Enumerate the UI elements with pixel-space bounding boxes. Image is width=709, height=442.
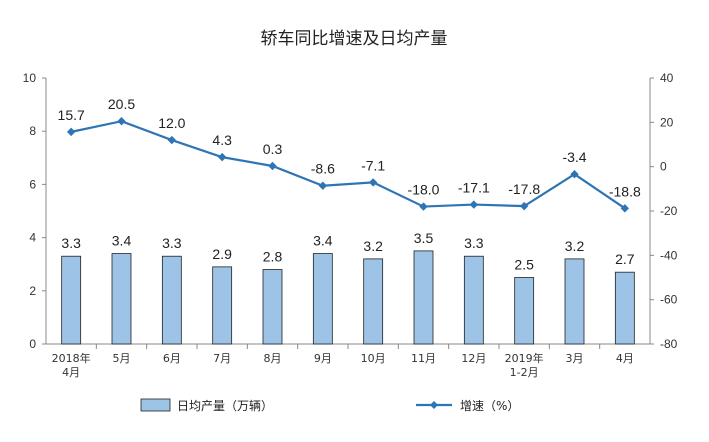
line-data-label: -3.4	[562, 149, 586, 165]
line-data-label: -7.1	[361, 157, 385, 173]
left-tick-label: 10	[23, 71, 37, 85]
legend-bar-label: 日均产量（万辆）	[177, 399, 273, 413]
line-point	[368, 178, 378, 187]
line-data-label: 15.7	[58, 107, 85, 123]
right-tick-label: 20	[660, 115, 674, 129]
left-tick-label: 8	[29, 124, 36, 138]
legend-line-label: 增速（%）	[460, 399, 519, 413]
legend-bar-swatch	[140, 398, 171, 412]
bar-data-label: 2.8	[263, 249, 283, 265]
right-tick-label: -60	[660, 293, 678, 307]
bar-data-label: 3.2	[363, 238, 383, 254]
x-tick-label: 4月	[62, 366, 80, 379]
bar	[161, 255, 182, 345]
x-tick-label: 11月	[411, 352, 436, 365]
left-tick-label: 2	[29, 284, 36, 298]
growth-line-path	[70, 120, 626, 210]
x-tick-label: 7月	[213, 352, 231, 365]
bar-data-label: 3.3	[464, 235, 484, 251]
bar	[514, 277, 535, 345]
x-tick-label: 3月	[566, 352, 584, 365]
line-point	[620, 204, 630, 213]
bar-data-label: 3.4	[313, 233, 333, 249]
x-tick-label: 8月	[264, 352, 282, 365]
line-data-label: -8.6	[311, 161, 335, 177]
x-tick-label: 1-2月	[510, 366, 539, 379]
left-tick-label: 4	[29, 231, 36, 245]
x-tick-label: 4月	[616, 352, 634, 365]
line-point	[519, 201, 529, 211]
bar	[463, 255, 484, 345]
line-data-label: 0.3	[263, 141, 283, 157]
bar-data-label: 2.5	[514, 257, 534, 273]
line-point	[469, 200, 479, 209]
line-point	[117, 117, 126, 126]
bar-data-label: 3.5	[414, 230, 434, 246]
x-tick-label: 6月	[163, 352, 181, 365]
chart-title: 轿车同比增速及日均产量	[261, 29, 448, 49]
bar	[212, 266, 233, 345]
line-data-label: -18.8	[609, 183, 641, 199]
line-point	[66, 127, 76, 137]
bar-data-label: 3.3	[162, 235, 182, 251]
bar	[312, 253, 333, 345]
line-point	[167, 135, 177, 145]
bar-data-label: 2.7	[615, 251, 635, 267]
bar	[564, 258, 585, 345]
x-tick-label: 10月	[361, 352, 386, 365]
right-tick-label: -40	[660, 248, 678, 262]
x-tick-label: 12月	[461, 352, 486, 365]
line-data-label: -17.1	[458, 180, 490, 196]
right-tick-label: 40	[660, 71, 674, 85]
line-data-label: 20.5	[108, 96, 135, 112]
line-point	[217, 152, 227, 162]
line-point	[268, 161, 277, 171]
line-data-label: 12.0	[158, 115, 185, 131]
bar	[614, 271, 635, 345]
line-point	[570, 170, 579, 179]
legend: 日均产量（万辆） 增速（%）	[140, 398, 519, 413]
x-tick-label: 5月	[113, 352, 131, 365]
legend-line-marker	[430, 401, 438, 409]
line-point	[318, 181, 328, 190]
bar	[111, 253, 132, 345]
growth-line: 15.7 20.5 12.0 4.3 0.3 -8.6 -7.1 -18.0 -17.1 -17.…	[58, 96, 641, 213]
bar-data-label: 3.3	[61, 235, 81, 251]
right-tick-label: -80	[660, 337, 678, 351]
bar	[262, 269, 283, 345]
left-tick-label: 0	[29, 337, 36, 351]
bars: 3.3 3.4 3.3 2.9 2.8 3.4 3.2 3.5 3.3 2.5 3.2 2.7	[61, 230, 635, 345]
line-data-label: -18.0	[408, 182, 440, 198]
right-tick-label: 0	[660, 160, 667, 174]
x-tick-label: 9月	[314, 352, 332, 365]
x-tick-label: 2018年	[52, 351, 91, 365]
x-tick-label: 2019年	[505, 351, 544, 365]
left-tick-label: 6	[29, 177, 36, 191]
bar-data-label: 3.2	[565, 238, 585, 254]
bar	[363, 258, 384, 345]
bar-data-label: 2.9	[212, 246, 232, 262]
line-data-label: -17.8	[508, 181, 540, 197]
bar-data-label: 3.4	[112, 233, 132, 249]
right-tick-label: -20	[660, 204, 678, 218]
line-point	[419, 202, 428, 211]
line-data-label: 4.3	[212, 132, 232, 148]
bar	[413, 250, 434, 345]
bar	[61, 255, 82, 345]
